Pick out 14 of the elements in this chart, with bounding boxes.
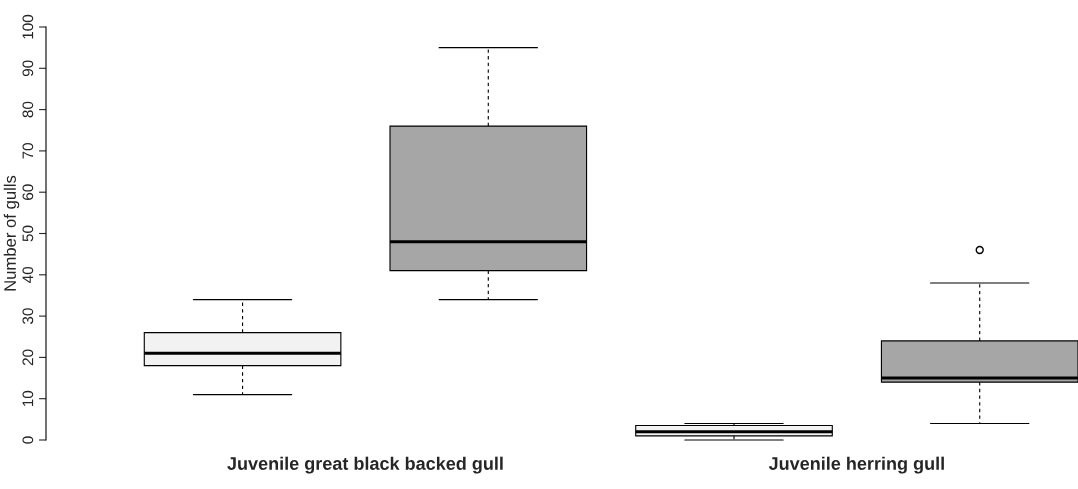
y-tick-label: 30 — [22, 308, 34, 325]
y-tick-label: 90 — [22, 60, 34, 77]
y-tick-label: 40 — [22, 266, 34, 283]
y-tick-label: 20 — [22, 349, 34, 366]
y-tick-label: 100 — [22, 14, 34, 39]
y-tick-label: 0 — [22, 436, 34, 444]
x-tick-label: Juvenile great black backed gull — [227, 456, 503, 474]
x-tick-label: Juvenile herring gull — [768, 456, 944, 474]
y-tick-label: 60 — [22, 184, 34, 200]
y-tick-label: 10 — [22, 390, 34, 407]
y-axis-title: Number of gulls — [3, 175, 20, 291]
y-tick-label: 80 — [22, 101, 34, 118]
y-tick-label: 70 — [22, 143, 34, 159]
y-tick-label: 50 — [22, 225, 34, 242]
